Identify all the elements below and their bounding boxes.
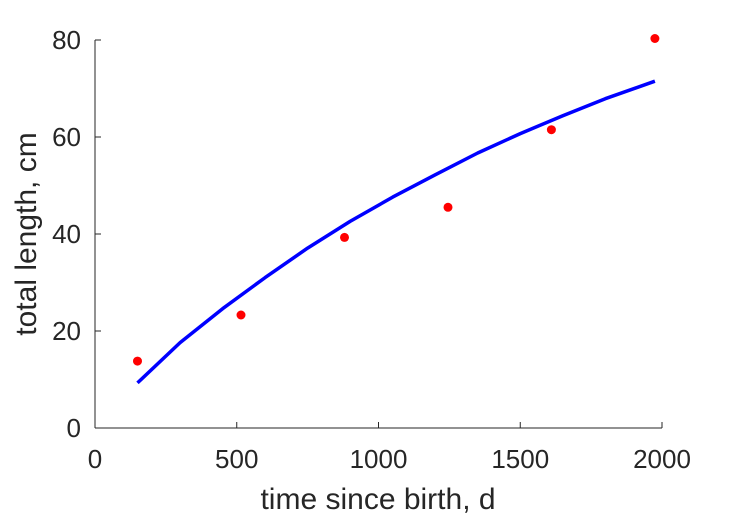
x-tick-label: 0 — [88, 444, 102, 474]
fit-curve — [136, 79, 656, 385]
x-tick-label: 1000 — [350, 444, 408, 474]
plot-series — [133, 34, 660, 385]
data-point — [133, 356, 142, 366]
y-tick-label: 80 — [52, 25, 81, 55]
data-point — [443, 202, 453, 212]
x-tick-label: 500 — [215, 444, 258, 474]
x-tick-label: 1500 — [491, 444, 549, 474]
x-ticks: 0 500 1000 1500 2000 — [88, 422, 691, 474]
x-tick-label: 2000 — [633, 444, 691, 474]
x-axis-label: time since birth, d — [260, 483, 495, 516]
data-point — [650, 34, 660, 43]
y-tick-label: 0 — [67, 413, 81, 443]
data-point — [340, 232, 349, 242]
y-axis-label: total length, cm — [10, 132, 43, 335]
y-tick-label: 40 — [52, 219, 81, 249]
y-tick-label: 60 — [52, 122, 81, 152]
y-ticks: 0 20 40 60 80 — [52, 25, 101, 443]
axes — [94, 40, 662, 429]
data-point — [236, 310, 246, 320]
y-tick-label: 20 — [52, 316, 81, 346]
data-point — [546, 125, 556, 135]
